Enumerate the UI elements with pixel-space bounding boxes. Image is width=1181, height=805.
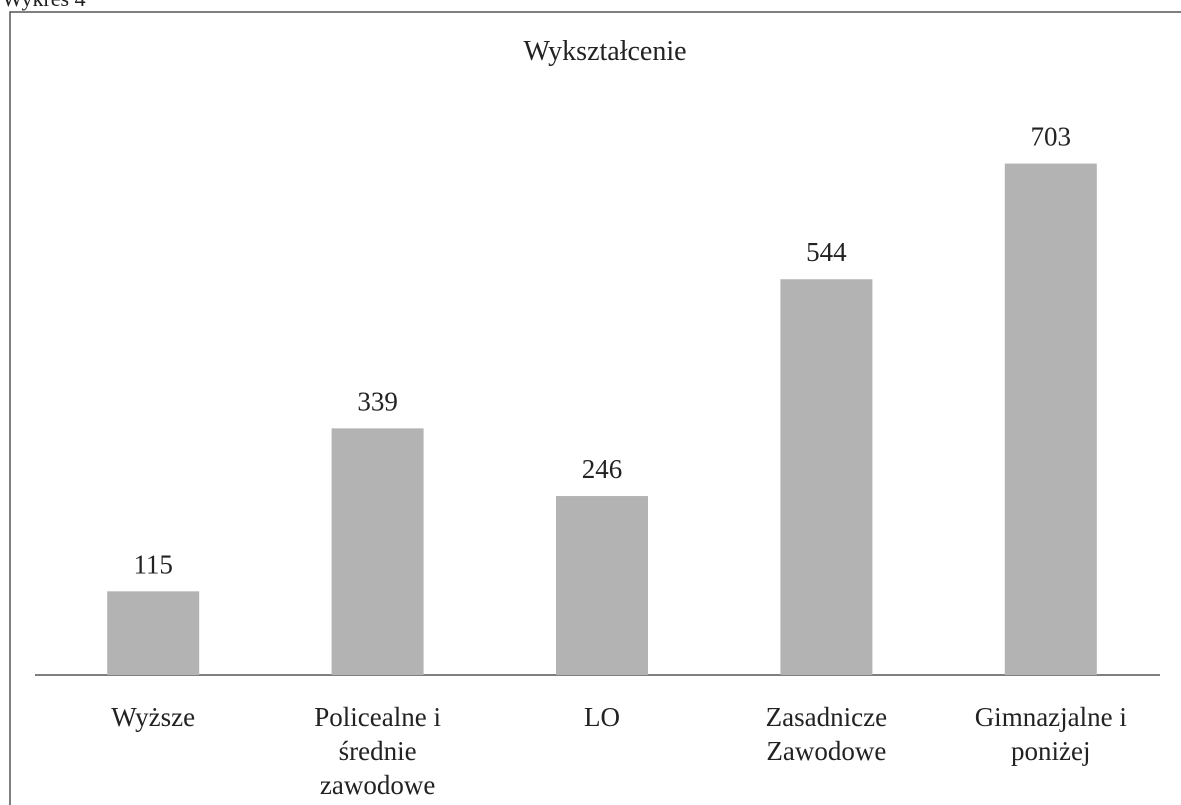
bar (556, 496, 648, 675)
bar (331, 428, 424, 675)
bar (780, 279, 873, 675)
figure-label: Wykres 4 (2, 0, 86, 11)
value-label: 544 (806, 237, 847, 267)
x-tick-label: Gimnazjalne i poniżej (974, 702, 1127, 766)
bar (1004, 163, 1097, 675)
value-label: 115 (133, 549, 173, 579)
bar (107, 591, 200, 675)
x-tick-label: Wyższe (111, 702, 196, 732)
frame (9, 11, 1181, 805)
x-tick-label: Zasadnicze Zawodowe (765, 702, 888, 766)
value-label: 246 (582, 454, 623, 484)
chart-title: Wykształcenie (523, 36, 686, 67)
x-tick-label: Policealne i średnie zawodowe (314, 702, 441, 800)
value-label: 339 (357, 386, 398, 416)
x-tick-label: LO (584, 702, 620, 732)
value-label: 703 (1031, 122, 1072, 152)
